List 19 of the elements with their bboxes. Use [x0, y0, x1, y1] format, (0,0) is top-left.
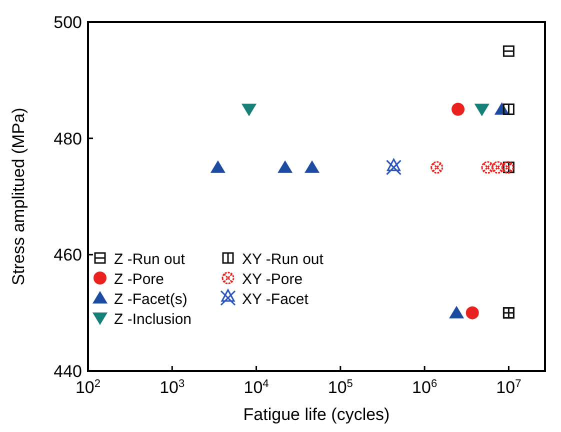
legend-label: Z -Inclusion — [114, 311, 192, 328]
x-tick-label: 10$^{3}$ — [160, 378, 185, 397]
y-tick-label: 440 — [54, 362, 82, 381]
y-tick-label: 500 — [54, 13, 82, 32]
legend-label: XY -Pore — [242, 271, 303, 288]
x-tick-label: 10$^{2}$ — [75, 378, 101, 397]
legend-label: Z -Pore — [114, 271, 164, 288]
legend-label: Z -Run out — [114, 251, 186, 268]
x-tick-label: 10$^{7}$ — [496, 378, 522, 397]
y-tick-label: 480 — [54, 129, 82, 148]
x-tick-label: 10$^{4}$ — [244, 378, 269, 397]
x-tick-label: 10$^{5}$ — [328, 378, 353, 397]
y-tick-label: 460 — [54, 246, 82, 265]
legend-label: Z -Facet(s) — [114, 291, 188, 308]
x-tick-label: 10$^{6}$ — [412, 378, 438, 397]
y-axis-title: Stress amplitued (MPa) — [9, 108, 28, 286]
legend-label: XY -Run out — [242, 251, 324, 268]
legend-label: XY -Facet — [242, 291, 310, 308]
x-axis-title: Fatigue life (cycles) — [243, 405, 390, 424]
